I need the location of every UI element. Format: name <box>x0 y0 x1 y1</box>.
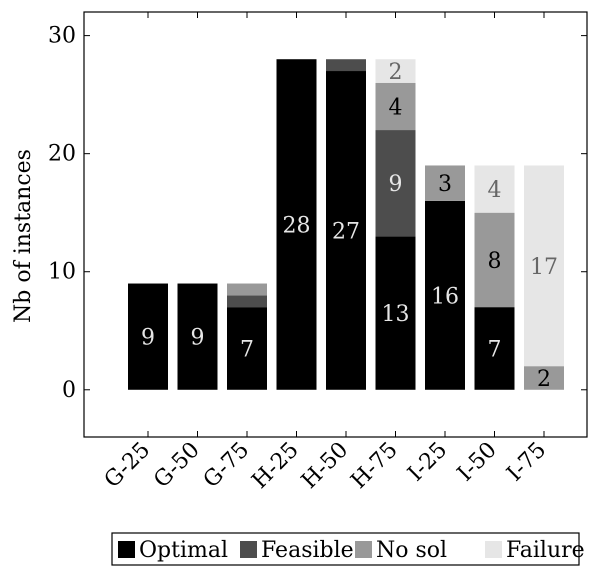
legend-swatch <box>355 541 372 558</box>
bar-segment <box>128 283 168 390</box>
data-label: 16 <box>431 284 459 309</box>
bar-segment <box>177 283 218 390</box>
data-label: 2 <box>389 60 403 85</box>
bar-segment <box>474 212 515 308</box>
plot-area: 0 10 20 30 G-25G-50G-75H-25H-50H-75 I-25 I-50 I… <box>48 11 588 494</box>
bar-segment <box>326 71 366 390</box>
bar-segment <box>276 59 317 390</box>
bar-segment <box>524 366 564 390</box>
data-label: 4 <box>389 95 403 120</box>
data-label: 9 <box>191 326 205 351</box>
bar-segment <box>474 165 515 213</box>
legend-swatch <box>240 541 257 558</box>
x-tick-label: I-25 <box>403 438 452 487</box>
legend: Optimal Feasible No sol Failure <box>111 532 585 566</box>
bar-segment <box>375 130 416 237</box>
data-label: 9 <box>389 172 403 197</box>
data-label: 7 <box>240 337 254 362</box>
x-tick-label: H-25 <box>247 438 303 494</box>
bar-segment <box>227 307 267 390</box>
x-tick-label: H-75 <box>346 438 402 494</box>
data-label: 7 <box>488 337 502 362</box>
bar-segment <box>326 59 366 72</box>
x-tick-label: H-50 <box>297 438 353 494</box>
y-tick-label: 30 <box>48 24 76 49</box>
bar-segment <box>375 59 416 83</box>
data-label: 28 <box>283 214 311 239</box>
x-tick-label: G-75 <box>199 438 254 493</box>
data-label: 27 <box>332 219 360 244</box>
legend-entry: Failure <box>506 538 585 563</box>
x-tick-label: I-50 <box>453 438 502 487</box>
data-label: 13 <box>382 302 410 327</box>
bar-segment <box>227 283 267 296</box>
bar-segment <box>227 295 267 308</box>
x-tick-label: I-75 <box>502 438 551 487</box>
x-tick-label: G-50 <box>149 438 204 493</box>
data-label: 8 <box>488 249 502 274</box>
data-label: 4 <box>488 178 502 203</box>
legend-entry: Optimal <box>139 538 228 563</box>
bar-segment <box>524 165 564 367</box>
legend-swatch <box>485 541 502 558</box>
data-label: 3 <box>438 172 452 197</box>
plot-frame <box>83 11 588 438</box>
legend-entry: No sol <box>376 538 447 563</box>
bar-segment <box>474 307 515 390</box>
y-tick-label: 0 <box>62 378 76 403</box>
legend-entry: Feasible <box>261 538 354 563</box>
bar-segment <box>425 165 465 201</box>
y-axis-label: Nb of instances <box>11 149 36 323</box>
data-label: 2 <box>537 367 551 392</box>
bar-segment <box>425 200 465 390</box>
bar-segment <box>375 82 416 131</box>
x-tick-label: G-25 <box>100 438 155 493</box>
bar-segment <box>375 236 416 390</box>
y-tick-label: 20 <box>48 142 76 167</box>
data-label: 9 <box>141 326 155 351</box>
data-label: 17 <box>530 255 558 280</box>
y-tick-label: 10 <box>48 260 76 285</box>
legend-swatch <box>118 541 135 558</box>
